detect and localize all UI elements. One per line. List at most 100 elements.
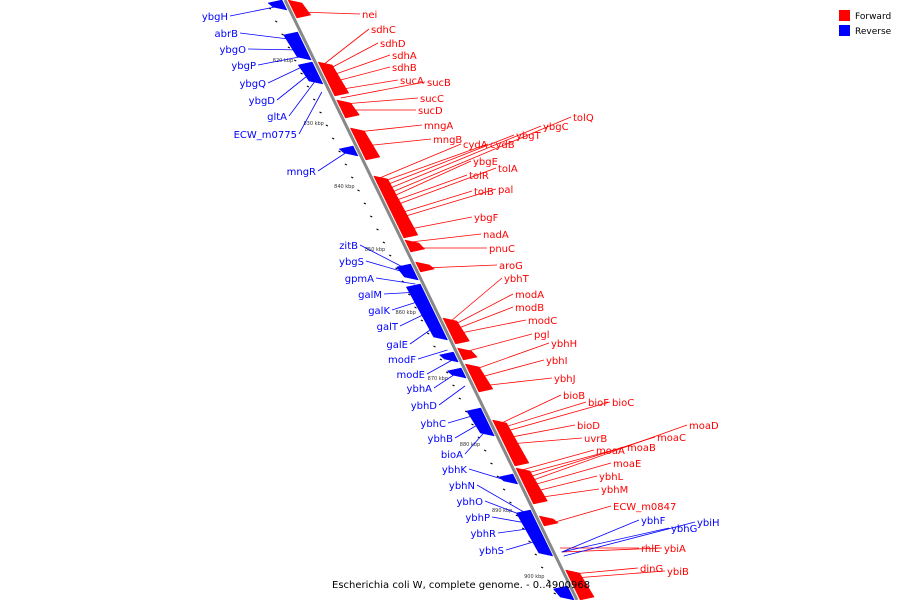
gene-label-moab[interactable]: moaB bbox=[627, 443, 656, 454]
gene-label-galk[interactable]: galK bbox=[368, 306, 390, 317]
gene-label-modb[interactable]: modB bbox=[515, 303, 544, 314]
gene-label-bioc[interactable]: bioC bbox=[612, 398, 634, 409]
gene-label-ybhd[interactable]: ybhD bbox=[411, 401, 438, 412]
gene-label-ybhp[interactable]: ybhP bbox=[465, 513, 490, 524]
gene-label-ybgd[interactable]: ybgD bbox=[249, 96, 276, 107]
gene-label-tolb[interactable]: tolB bbox=[474, 187, 494, 198]
gene-label-ybhk[interactable]: ybhK bbox=[442, 465, 468, 476]
leader-line-nada bbox=[410, 233, 482, 243]
gene-label-moac[interactable]: moaC bbox=[657, 433, 686, 444]
gene-label-ybhb[interactable]: ybhB bbox=[428, 434, 454, 445]
gene-label-ybhc[interactable]: ybhC bbox=[420, 419, 446, 430]
gene-label-biob[interactable]: bioB bbox=[563, 391, 585, 402]
gene-label-ybhg[interactable]: ybhG bbox=[671, 524, 697, 535]
tick-mark bbox=[458, 397, 462, 400]
gene-label-ybho[interactable]: ybhO bbox=[457, 497, 484, 508]
gene-label-modf[interactable]: modF bbox=[388, 355, 416, 366]
leader-line-ybgt bbox=[383, 134, 515, 187]
gene-label-ybgq[interactable]: ybgQ bbox=[240, 79, 267, 90]
gene-label-pnuc[interactable]: pnuC bbox=[489, 244, 515, 255]
gene-label-bioa[interactable]: bioA bbox=[441, 450, 463, 461]
gene-label-biod[interactable]: bioD bbox=[577, 421, 600, 432]
gene-label-abrb[interactable]: abrB bbox=[215, 29, 239, 40]
gene-label-tolr[interactable]: tolR bbox=[469, 171, 489, 182]
tick-mark bbox=[331, 137, 335, 140]
gene-label-sdhd[interactable]: sdhD bbox=[380, 39, 406, 50]
gene-label-uvrb[interactable]: uvrB bbox=[584, 434, 607, 445]
gene-label-ybia[interactable]: ybiA bbox=[664, 544, 686, 555]
gene-label-ybge[interactable]: ybgE bbox=[473, 157, 498, 168]
gene-label-suca[interactable]: sucA bbox=[400, 76, 424, 87]
gene-label-ybgc[interactable]: ybgC bbox=[543, 122, 569, 133]
gene-label-ybhm[interactable]: ybhM bbox=[601, 485, 628, 496]
gene-label-ybgh[interactable]: ybgH bbox=[202, 12, 228, 23]
gene-label-biof[interactable]: bioF bbox=[588, 398, 609, 409]
gene-label-ybha[interactable]: ybhA bbox=[407, 384, 433, 395]
leader-line-nei bbox=[298, 11, 361, 15]
gene-label-ybib[interactable]: ybiB bbox=[667, 567, 689, 578]
gene-label-ecw-m0847[interactable]: ECW_m0847 bbox=[613, 502, 676, 513]
gene-label-ybhh[interactable]: ybhH bbox=[551, 339, 577, 350]
gene-label-arog[interactable]: aroG bbox=[499, 261, 523, 272]
tick-mark bbox=[382, 241, 386, 244]
gene-label-ding[interactable]: dinG bbox=[640, 564, 663, 575]
gene-label-pgl[interactable]: pgl bbox=[534, 330, 549, 341]
gene-label-ybhr[interactable]: ybhR bbox=[470, 529, 496, 540]
gene-label-ybgo[interactable]: ybgO bbox=[220, 45, 247, 56]
gene-label-ybgp[interactable]: ybgP bbox=[231, 61, 256, 72]
leader-line-ecw-m0847 bbox=[548, 505, 612, 525]
gene-label-modc[interactable]: modC bbox=[528, 316, 557, 327]
gene-label-ybhs[interactable]: ybhS bbox=[479, 546, 504, 557]
gene-label-ybgf[interactable]: ybgF bbox=[474, 213, 499, 224]
gene-label-ybhi[interactable]: ybhI bbox=[546, 356, 568, 367]
gene-label-moaa[interactable]: moaA bbox=[596, 446, 625, 457]
gene-label-pal[interactable]: pal bbox=[498, 185, 513, 196]
gene-label-moae[interactable]: moaE bbox=[613, 459, 641, 470]
gene-label-ybhf[interactable]: ybhF bbox=[641, 516, 666, 527]
gene-label-moda[interactable]: modA bbox=[515, 290, 544, 301]
gene-label-ecw-m0775[interactable]: ECW_m0775 bbox=[234, 130, 297, 141]
forward-gene-block bbox=[464, 363, 494, 393]
gene-label-nei[interactable]: nei bbox=[362, 10, 377, 21]
leader-line-mode bbox=[426, 359, 453, 375]
gene-label-sdhc[interactable]: sdhC bbox=[371, 25, 396, 36]
map-caption: Escherichia coli W, complete genome. - 0… bbox=[332, 580, 590, 591]
gene-label-cyda[interactable]: cydA bbox=[463, 140, 488, 151]
gene-label-rhle[interactable]: rhlE bbox=[641, 544, 660, 555]
gene-label-mnga[interactable]: mngA bbox=[424, 121, 453, 132]
gene-label-ybgs[interactable]: ybgS bbox=[339, 257, 364, 268]
gene-label-mngb[interactable]: mngB bbox=[433, 135, 462, 146]
gene-label-moad[interactable]: moaD bbox=[689, 421, 719, 432]
tick-mark bbox=[483, 449, 487, 452]
forward-gene-blocks bbox=[287, 0, 595, 600]
gene-label-sdhb[interactable]: sdhB bbox=[392, 63, 417, 74]
gene-label-ybht[interactable]: ybhT bbox=[504, 274, 530, 285]
gene-label-tola[interactable]: tolA bbox=[498, 164, 518, 175]
leader-line-biod bbox=[506, 424, 576, 439]
leader-line-ybhr bbox=[497, 527, 535, 534]
gene-label-zitb[interactable]: zitB bbox=[339, 241, 358, 252]
gene-label-gpma[interactable]: gpmA bbox=[345, 274, 374, 285]
gene-label-succ[interactable]: sucC bbox=[420, 94, 444, 105]
gene-label-tolq[interactable]: tolQ bbox=[573, 113, 594, 124]
gene-label-gale[interactable]: galE bbox=[386, 340, 408, 351]
gene-label-galt[interactable]: galT bbox=[377, 322, 399, 333]
gene-label-ybgt[interactable]: ybgT bbox=[516, 131, 542, 142]
tick-label: 850 kbp bbox=[365, 247, 385, 253]
gene-label-nada[interactable]: nadA bbox=[483, 230, 509, 241]
gene-label-glta[interactable]: gltA bbox=[267, 112, 287, 123]
gene-label-sucb[interactable]: sucB bbox=[427, 78, 451, 89]
gene-label-ybhn[interactable]: ybhN bbox=[449, 481, 475, 492]
tick-mark bbox=[471, 423, 474, 426]
gene-label-cydb[interactable]: cydB bbox=[490, 140, 515, 151]
gene-label-ybhj[interactable]: ybhJ bbox=[554, 374, 576, 385]
gene-label-ybih[interactable]: ybiH bbox=[697, 518, 720, 529]
gene-label-galm[interactable]: galM bbox=[358, 290, 382, 301]
tick-label: 860 kbp bbox=[396, 310, 416, 316]
gene-label-sucd[interactable]: sucD bbox=[418, 106, 443, 117]
gene-label-mode[interactable]: modE bbox=[396, 370, 425, 381]
gene-label-sdha[interactable]: sdhA bbox=[392, 51, 417, 62]
gene-label-ybhl[interactable]: ybhL bbox=[599, 472, 624, 483]
gene-label-mngr[interactable]: mngR bbox=[287, 167, 316, 178]
leader-line-ybib bbox=[574, 570, 666, 579]
